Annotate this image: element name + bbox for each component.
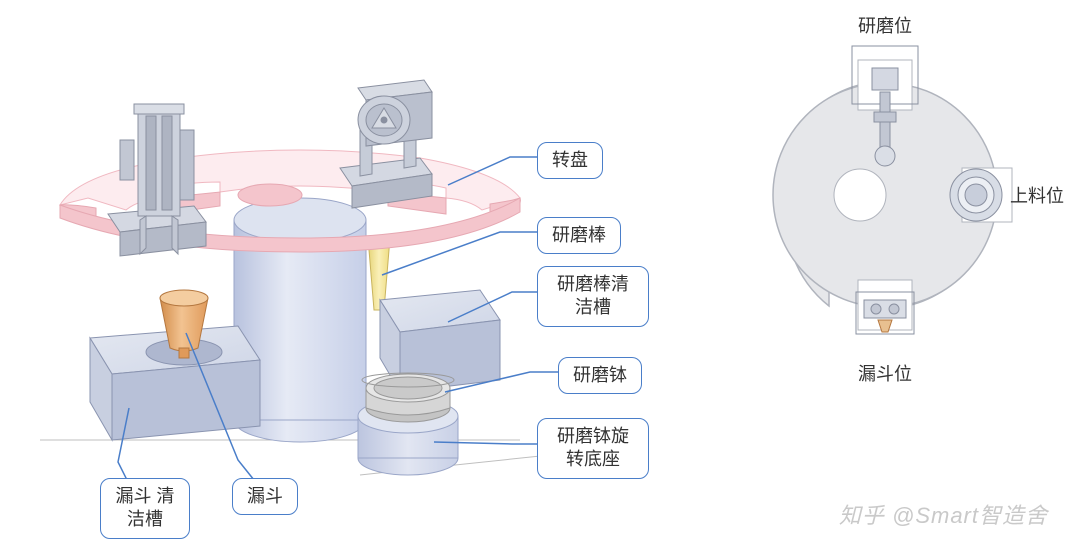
gripper-assembly — [108, 104, 206, 256]
label-rod-tank: 研磨棒清 洁槽 — [537, 266, 649, 327]
label-rod: 研磨棒 — [537, 217, 621, 254]
label-funnel: 漏斗 — [232, 478, 298, 515]
label-bowl: 研磨钵 — [558, 357, 642, 394]
floor-lines — [40, 440, 550, 475]
grinding-bowl — [362, 373, 454, 422]
watermark: 知乎 @Smart智造舍 — [839, 498, 1048, 530]
motor-assembly — [340, 80, 432, 208]
label-load-pos: 上料位 — [1010, 182, 1064, 208]
label-funnel-tank: 漏斗 清洁槽 — [100, 478, 190, 539]
label-grind-pos: 研磨位 — [858, 12, 912, 38]
label-turntable: 转盘 — [537, 142, 603, 179]
top-view — [773, 46, 1012, 334]
label-bowl-base: 研磨钵旋 转底座 — [537, 418, 649, 479]
label-funnel-pos: 漏斗位 — [858, 360, 912, 386]
